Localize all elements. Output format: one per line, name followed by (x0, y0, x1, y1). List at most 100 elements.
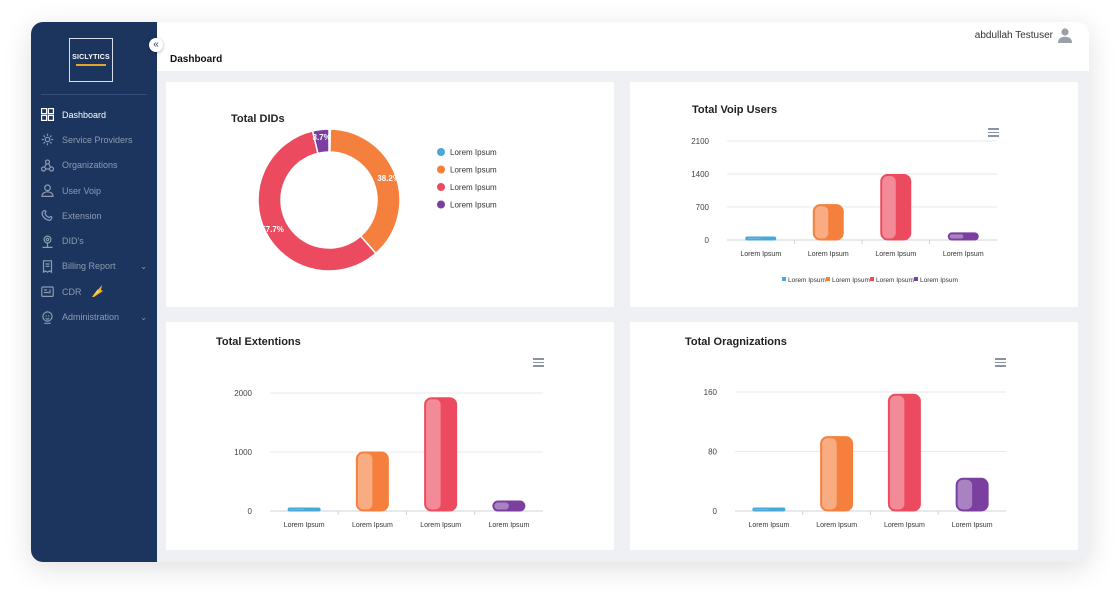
bar-highlight (814, 206, 829, 239)
y-tick-label: 1400 (691, 170, 709, 179)
x-tick-label: Lorem Ipsum (740, 251, 781, 258)
x-tick-label: Lorem Ipsum (352, 522, 393, 529)
total-voip-users-card: Total Voip Users 2100 1400 700 0 Lorem Ipsum… (630, 82, 1078, 307)
document-icon (40, 259, 54, 273)
x-tick-label: Lorem Ipsum (748, 522, 789, 529)
x-tick-label: Lorem Ipsum (808, 251, 849, 258)
app-window: SICLYTICS Dashboard Service Providers (31, 22, 1089, 562)
legend-label[interactable]: Lorem Ipsum (450, 148, 497, 157)
bar-highlight (949, 234, 964, 239)
legend-marker (437, 183, 445, 191)
y-tick-label: 80 (708, 448, 717, 457)
sidebar-item-label: Administration (62, 312, 120, 323)
bar-chart: 160 80 0 Lorem Ipsum Lorem Ipsum Lorem Ipsum L… (704, 388, 1006, 557)
sidebar-item-dashboard[interactable]: Dashboard (31, 102, 157, 127)
sidebar-item-label: Service Providers (62, 134, 133, 145)
avatar[interactable] (1057, 27, 1073, 43)
user-name[interactable]: abdullah Testuser (974, 30, 1053, 41)
sidebar-item-billing-report[interactable]: Billing Report ⌄ (31, 254, 157, 279)
sidebar-nav: Dashboard Service Providers Organization… (31, 102, 157, 330)
y-tick-label: 0 (713, 507, 718, 516)
legend-marker (826, 277, 830, 281)
extension-icon (40, 209, 54, 223)
legend-label[interactable]: Lorem Ipsum (832, 277, 870, 284)
gear-icon (40, 133, 54, 147)
bar-highlight (882, 175, 896, 239)
lightning-badge-icon (90, 284, 104, 300)
y-tick-label: 700 (696, 203, 710, 212)
legend-label[interactable]: Lorem Ipsum (876, 277, 914, 284)
bar-highlight (889, 395, 905, 510)
sidebar-item-label: Billing Report (62, 261, 116, 272)
sidebar-collapse-button[interactable]: « (149, 38, 163, 52)
legend-marker (870, 277, 874, 281)
did-icon (40, 234, 54, 248)
logo[interactable]: SICLYTICS (69, 38, 113, 82)
bar-highlight (957, 479, 973, 510)
card-title: Total Extentions (216, 336, 301, 348)
sidebar-item-label: Extension (62, 210, 102, 221)
bar-highlight (747, 238, 761, 239)
card-title: Total Oragnizations (685, 336, 787, 348)
legend-label[interactable]: Lorem Ipsum (788, 277, 826, 284)
sidebar-item-extension[interactable]: Extension (31, 203, 157, 228)
x-tick-label: Lorem Ipsum (816, 522, 857, 529)
x-tick-label: Lorem Ipsum (420, 522, 461, 529)
x-tick-label: Lorem Ipsum (884, 522, 925, 529)
bar-highlight (426, 399, 441, 510)
bar-highlight (357, 453, 373, 510)
sidebar-item-administration[interactable]: Administration ⌄ (31, 304, 157, 329)
bar-highlight (494, 502, 509, 510)
bar-highlight (754, 509, 769, 510)
sidebar-item-service-providers[interactable]: Service Providers (31, 127, 157, 152)
cdr-icon (40, 285, 54, 299)
user-icon (40, 184, 54, 198)
legend-label[interactable]: Lorem Ipsum (450, 166, 497, 175)
sidebar-divider (41, 94, 147, 95)
legend-label[interactable]: Lorem Ipsum (450, 201, 497, 210)
card-title: Total DIDs (231, 113, 285, 125)
sidebar-item-label: DID's (62, 236, 84, 247)
chart-menu-icon[interactable] (533, 358, 544, 367)
x-tick-label: Lorem Ipsum (488, 522, 529, 529)
legend-label[interactable]: Lorem Ipsum (920, 277, 958, 284)
x-tick-label: Lorem Ipsum (875, 251, 916, 258)
y-tick-label: 0 (705, 236, 710, 245)
legend-marker (437, 148, 445, 156)
sidebar-item-dids[interactable]: DID's (31, 228, 157, 253)
sidebar-item-user-voip[interactable]: User Voip (31, 178, 157, 203)
card-title: Total Voip Users (692, 104, 778, 116)
x-tick-label: Lorem Ipsum (284, 522, 325, 529)
donut-data-label: 3.7% (313, 133, 331, 142)
donut-slice[interactable] (311, 128, 330, 155)
chevron-down-icon[interactable]: ⌄ (140, 312, 147, 322)
page-title: Dashboard (170, 54, 223, 65)
sidebar-item-organizations[interactable]: Organizations (31, 153, 157, 178)
y-tick-label: 1000 (234, 448, 252, 457)
sidebar: SICLYTICS Dashboard Service Providers (31, 22, 157, 562)
bar-chart: 2100 1400 700 0 Lorem Ipsum Lorem Ipsum Lorem … (691, 137, 997, 284)
donut-chart: 38.2% 57.7% 3.7% Lorem Ipsum Lorem Ipsum Lore… (257, 128, 497, 272)
chart-menu-icon[interactable] (988, 128, 999, 137)
y-tick-label: 2000 (234, 389, 252, 398)
legend-marker (437, 200, 445, 209)
donut-slice[interactable] (329, 128, 401, 255)
bar-highlight (822, 438, 837, 510)
sidebar-item-cdr[interactable]: CDR (31, 279, 157, 304)
dashboard-icon (40, 108, 54, 122)
logo-underline (76, 64, 106, 66)
bar-chart: 2000 1000 0 Lorem Ipsum Lorem Ipsum Lorem Ips… (234, 389, 543, 557)
x-tick-label: Lorem Ipsum (952, 522, 993, 529)
chart-menu-icon[interactable] (995, 358, 1006, 367)
donut-slice[interactable] (257, 130, 377, 272)
bar-highlight (289, 509, 305, 510)
legend-marker (782, 277, 786, 281)
logo-text: SICLYTICS (72, 54, 110, 61)
sidebar-item-label: Dashboard (62, 109, 107, 120)
sidebar-item-label: Organizations (62, 160, 118, 171)
chevron-down-icon[interactable]: ⌄ (140, 261, 147, 271)
total-extensions-card: Total Extentions 2000 1000 0 Lorem Ipsum Lor… (166, 322, 614, 557)
legend-label[interactable]: Lorem Ipsum (450, 183, 497, 192)
y-tick-label: 0 (248, 507, 253, 516)
donut-data-label: 57.7% (261, 225, 284, 234)
